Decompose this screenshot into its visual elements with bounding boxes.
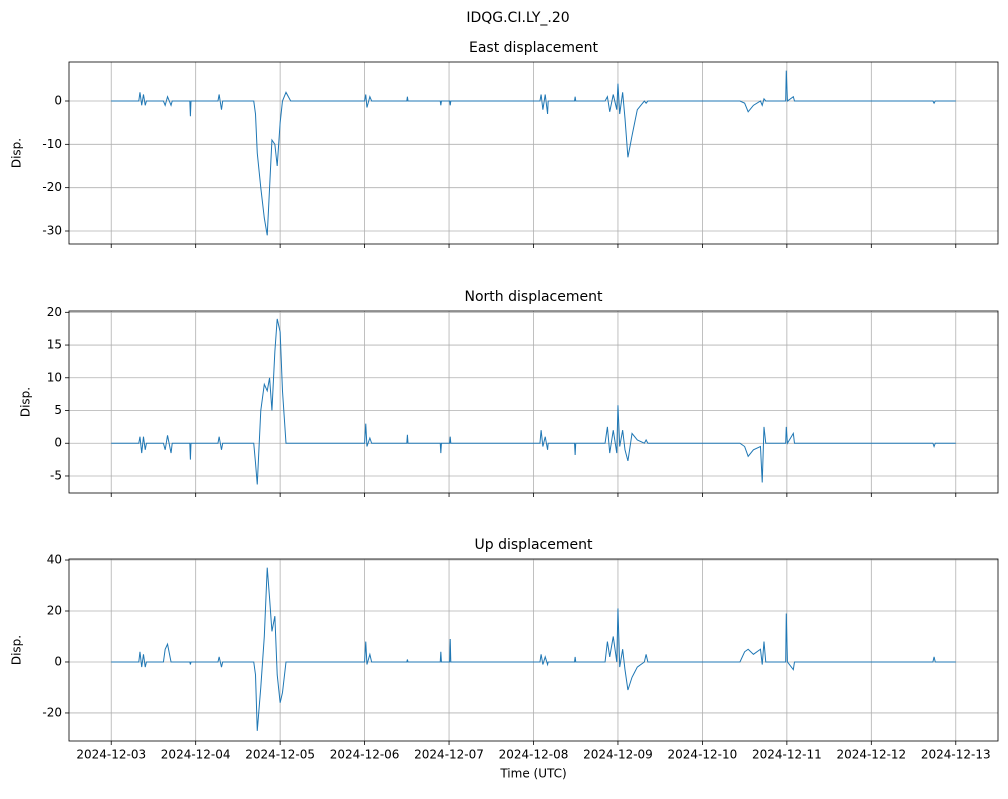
x-axis-label: Time (UTC) <box>499 767 566 781</box>
y-tick-label: -20 <box>42 180 62 194</box>
data-line <box>111 318 956 485</box>
y-tick-label: -30 <box>42 224 62 238</box>
x-tick-label: 2024-12-12 <box>836 748 906 762</box>
x-tick-label: 2024-12-07 <box>414 748 484 762</box>
y-tick-label: 0 <box>54 654 62 668</box>
y-tick-label: 0 <box>54 436 62 450</box>
x-tick-label: 2024-12-11 <box>752 748 822 762</box>
y-axis-label: Disp. <box>10 635 24 665</box>
axes-frame <box>68 558 999 742</box>
figure-title: IDQG.CI.LY_.20 <box>466 10 569 26</box>
axes-title: North displacement <box>465 289 603 305</box>
data-line <box>111 70 956 236</box>
x-tick-label: 2024-12-08 <box>499 748 569 762</box>
y-tick-label: 40 <box>47 553 62 567</box>
x-tick-label: 2024-12-04 <box>161 748 231 762</box>
x-tick-label: 2024-12-05 <box>245 748 315 762</box>
y-tick-label: 20 <box>47 604 62 618</box>
y-tick-label: 10 <box>47 370 62 384</box>
y-tick-label: -10 <box>42 137 62 151</box>
axes-frame <box>68 310 999 494</box>
data-line <box>111 567 956 731</box>
y-tick-label: 5 <box>54 403 62 417</box>
x-tick-label: 2024-12-06 <box>330 748 400 762</box>
y-tick-label: 20 <box>47 305 62 319</box>
y-axis-label: Disp. <box>10 138 24 168</box>
x-tick-label: 2024-12-03 <box>76 748 146 762</box>
x-tick-label: 2024-12-10 <box>668 748 738 762</box>
y-tick-label: -20 <box>42 705 62 719</box>
y-tick-label: 0 <box>54 94 62 108</box>
x-tick-label: 2024-12-09 <box>583 748 653 762</box>
axes-title: East displacement <box>469 40 599 56</box>
y-tick-label: -5 <box>50 468 62 482</box>
axes-title: Up displacement <box>475 537 593 553</box>
y-axis-label: Disp. <box>19 387 33 417</box>
axes-frame <box>68 61 999 245</box>
x-tick-label: 2024-12-13 <box>921 748 991 762</box>
y-tick-label: 15 <box>47 338 62 352</box>
